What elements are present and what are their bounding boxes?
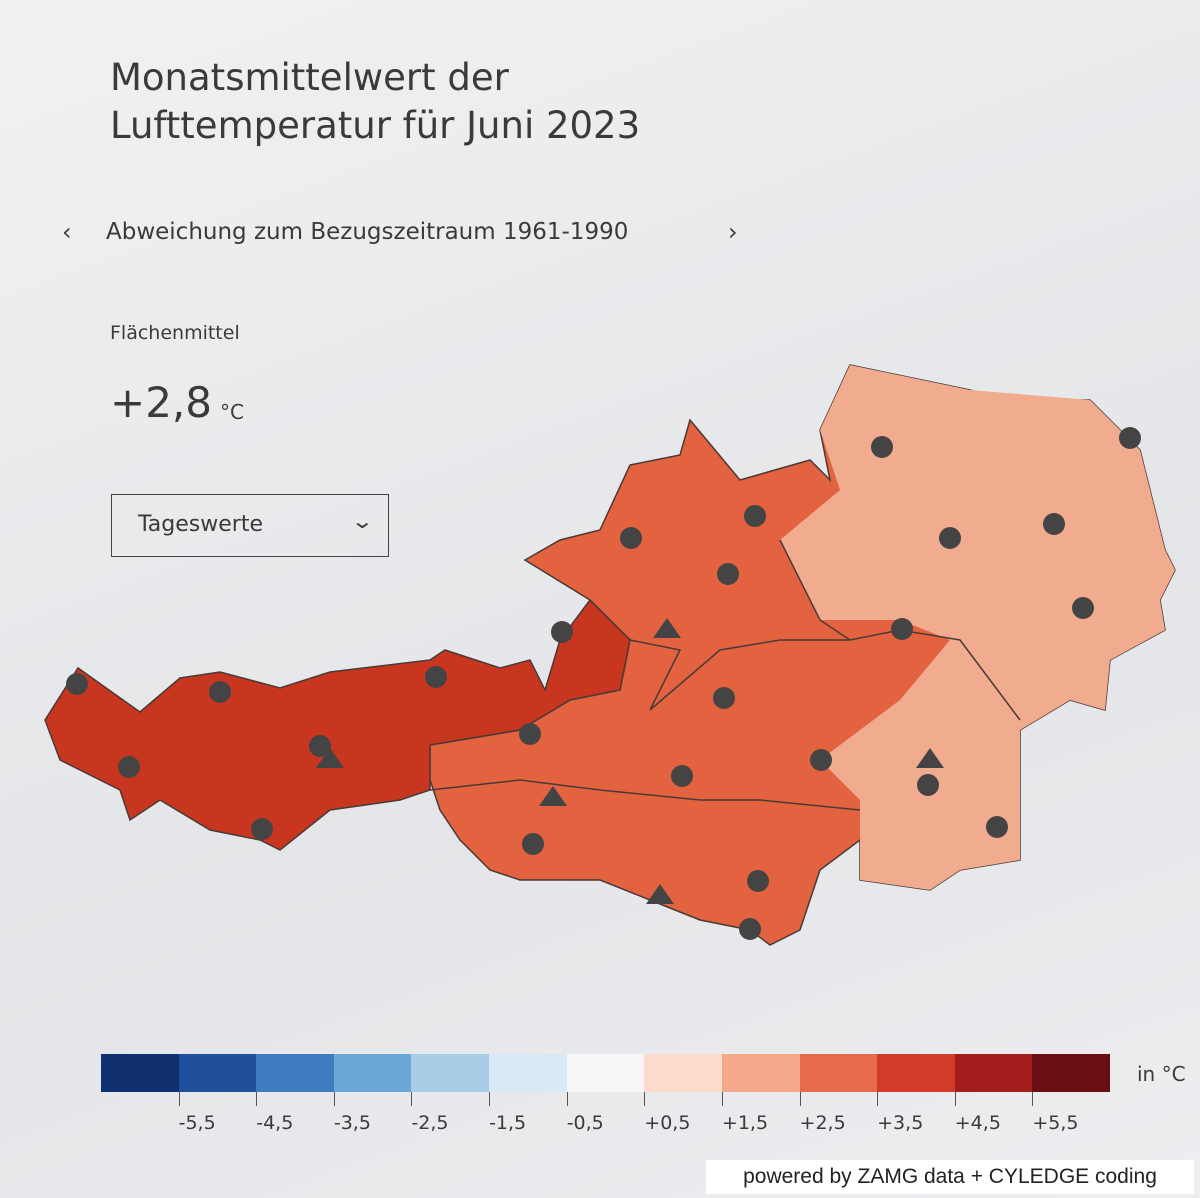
title-line: Lufttemperatur für Juni 2023 (110, 104, 641, 147)
title-line: Monatsmittelwert der (110, 56, 509, 99)
area-mean-label: Flächenmittel (110, 322, 240, 344)
legend-swatch (799, 1054, 878, 1092)
legend-tick-label: +3,5 (877, 1112, 924, 1134)
legend-unit: in °C (1137, 1062, 1186, 1086)
legend-tick (489, 1092, 491, 1106)
legend-tick (799, 1092, 801, 1106)
legend-tick (721, 1092, 723, 1106)
legend-swatch (1032, 1054, 1111, 1092)
area-mean-unit: °C (220, 400, 244, 424)
legend-swatch (333, 1054, 412, 1092)
legend-swatch (178, 1054, 257, 1092)
legend-tick-label: -5,5 (178, 1112, 216, 1134)
dropdown-arrow: ⌄ (350, 509, 375, 533)
prev-arrow[interactable]: ‹ (62, 218, 72, 246)
legend-tick-label: -2,5 (411, 1112, 449, 1134)
legend-tick (256, 1092, 258, 1106)
legend-swatch (644, 1054, 723, 1092)
legend-swatch (954, 1054, 1033, 1092)
dropdown[interactable]: Tageswerte ⌄ (111, 494, 389, 557)
legend-tick-label: -3,5 (333, 1112, 371, 1134)
region-east (780, 365, 1175, 890)
footer: powered by ZAMG data + CYLEDGE coding (706, 1160, 1194, 1194)
legend-tick-label: -1,5 (489, 1112, 527, 1134)
border (629, 629, 1021, 721)
region-west (44, 598, 631, 851)
dropdown-label: Tageswerte (138, 512, 263, 537)
next-arrow[interactable]: › (728, 218, 738, 246)
legend-tick-label: +2,5 (799, 1112, 846, 1134)
selector-label: Abweichung zum Bezugszeitraum 1961-1990 (106, 219, 629, 245)
legend-swatch (411, 1054, 490, 1092)
legend-tick (954, 1092, 956, 1106)
legend-tick-label: +0,5 (644, 1112, 691, 1134)
legend-tick-label: +5,5 (1032, 1112, 1079, 1134)
border (779, 539, 851, 641)
legend-tick (1032, 1092, 1034, 1106)
stations (66, 427, 1141, 940)
legend-swatch (566, 1054, 645, 1092)
legend-tick (877, 1092, 879, 1106)
legend-tick (333, 1092, 335, 1106)
legend-swatch (256, 1054, 335, 1092)
border (429, 779, 861, 811)
legend-tick (411, 1092, 413, 1106)
legend-tick (566, 1092, 568, 1106)
legend-tick-label: -4,5 (256, 1112, 294, 1134)
legend-tick-label: -0,5 (566, 1112, 604, 1134)
legend-swatch (101, 1054, 180, 1092)
legend-tick (644, 1092, 646, 1106)
legend-swatch (721, 1054, 801, 1092)
legend-tick-label: +4,5 (954, 1112, 1001, 1134)
legend-tick-label: +1,5 (721, 1112, 769, 1134)
legend-swatch (877, 1054, 956, 1092)
legend-tick (178, 1092, 180, 1106)
area-mean-value: +2,8 (110, 378, 212, 427)
legend-swatch (489, 1054, 568, 1092)
